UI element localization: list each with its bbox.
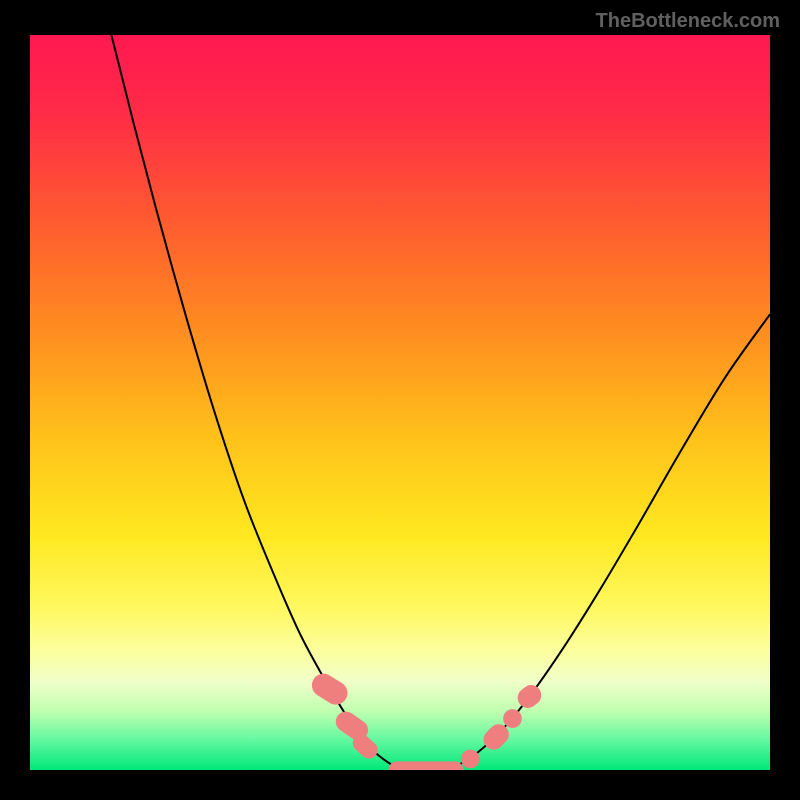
chart-svg-layer <box>30 35 770 770</box>
chart-inner-frame <box>30 35 770 770</box>
chart-markers-group <box>308 670 544 770</box>
chart-marker <box>389 762 463 770</box>
chart-marker <box>308 670 351 708</box>
bottleneck-curve-path <box>111 35 770 770</box>
chart-marker <box>514 682 544 712</box>
attribution-text: TheBottleneck.com <box>596 10 780 33</box>
